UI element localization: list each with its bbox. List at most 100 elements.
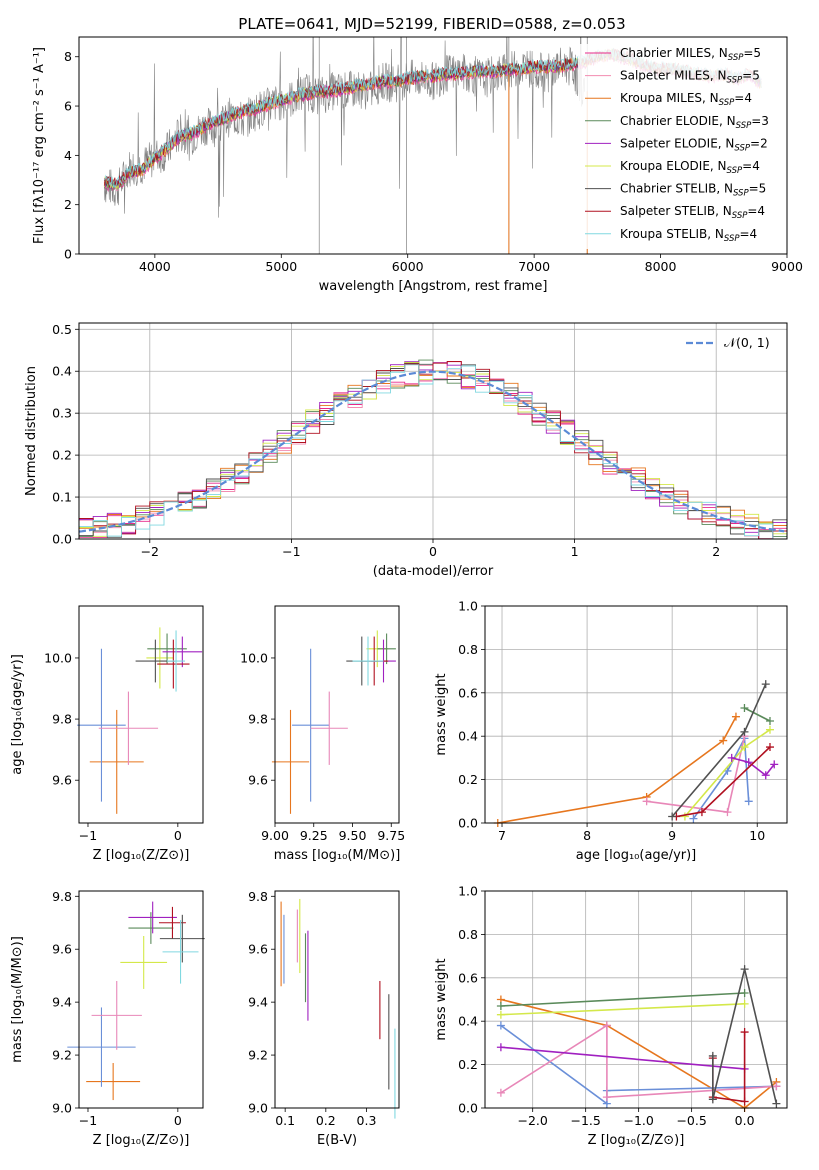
y-tick-label: 0.4: [458, 729, 478, 744]
x-tick-label: 0: [174, 828, 182, 843]
legend-entry: Salpeter MILES, NSSP=5: [620, 69, 760, 86]
y-tick-label: 0.2: [458, 1057, 478, 1072]
y-tick-label: 8: [64, 49, 72, 64]
y-tick-label: 0.3: [52, 406, 72, 421]
weight-marker: [496, 1043, 505, 1052]
data-point: [162, 920, 199, 984]
y-tick-label: 6: [64, 99, 72, 114]
weight-series: [500, 1003, 745, 1016]
x-tick-label: 7: [498, 828, 506, 843]
axes-frame: [484, 890, 788, 1109]
weight-marker: [740, 743, 749, 752]
plot-area: [496, 965, 781, 1112]
legend-entry: Salpeter ELODIE, NSSP=2: [620, 136, 768, 153]
y-tick-label: 9.8: [52, 712, 72, 727]
weight-marker: [668, 812, 677, 821]
legend-entry: Chabrier STELIB, NSSP=5: [620, 182, 766, 199]
data-point: [67, 1007, 136, 1087]
weight-marker: [740, 1028, 749, 1037]
panel-spectrum: 4000 5000 6000 7000 8000 9000 0 2 4 6 8 wavelength …: [32, 36, 803, 294]
y-tick-label: 9.4: [52, 995, 72, 1010]
y-tick-label: 0.5: [52, 322, 72, 337]
y-tick-label: 0.8: [458, 642, 478, 657]
weight-marker: [642, 797, 651, 806]
y-tick-label: 9.6: [248, 773, 268, 788]
panel-mass-weight-vs-age: 7 8 9 10 0.0 0.2 0.4 0.6 0.8 1.0 age [log₁₀(age/yr…: [434, 599, 788, 863]
legend: Chabrier MILES, NSSP=5 Salpeter MILES, NS…: [578, 44, 785, 249]
axes-frame: [274, 605, 400, 824]
y-tick-label: 9.6: [52, 942, 72, 957]
y-tick-label: 10.0: [44, 650, 72, 665]
data-point: [158, 906, 186, 939]
data-point: [159, 914, 205, 963]
data-point: [167, 630, 186, 692]
panel-mass-weight-vs-z: −2.0 −1.5 −1.0 −0.5 0.0 0.0 0.2 0.4 0.6 0.8 1.0 Z […: [434, 884, 788, 1148]
y-axis-label: mass weight: [434, 673, 449, 755]
legend-entry: Chabrier ELODIE, NSSP=3: [620, 114, 769, 131]
y-tick-label: 9.0: [248, 1101, 268, 1116]
y-tick-label: 0: [64, 247, 72, 262]
x-tick-label: 10: [749, 828, 765, 843]
weight-marker: [731, 712, 740, 721]
x-tick-label: 0.3: [357, 1113, 377, 1128]
weight-marker: [708, 1051, 717, 1060]
x-tick-label: 9000: [771, 259, 803, 274]
plot-area: [280, 898, 396, 1119]
x-tick-label: −2: [141, 544, 159, 559]
y-tick-label: 9.2: [52, 1048, 72, 1063]
weight-marker: [744, 797, 753, 806]
data-point: [128, 901, 177, 934]
x-tick-label: −1: [79, 828, 97, 843]
x-axis-label: age [log₁₀(age/yr)]: [576, 848, 697, 863]
data-point: [352, 636, 384, 686]
y-axis-label: mass weight: [434, 958, 449, 1040]
weight-marker: [697, 808, 706, 817]
x-axis-label: (data-model)/error: [373, 564, 494, 579]
y-tick-label: 9.6: [248, 942, 268, 957]
weight-series: [731, 757, 775, 777]
plot-area: [78, 359, 788, 540]
x-axis-label: Z [log₁₀(Z/Z⊙)]: [93, 848, 190, 863]
y-tick-label: 2: [64, 197, 72, 212]
y-axis-label: Flux [fλ10⁻¹⁷ erg cm⁻² s⁻¹ A⁻¹]: [32, 47, 47, 244]
weight-marker: [727, 753, 736, 762]
legend-entry: 𝒩(0, 1): [724, 335, 770, 350]
weight-marker: [765, 717, 774, 726]
y-tick-label: 4: [64, 148, 72, 163]
x-tick-label: 8000: [645, 259, 677, 274]
x-axis-label: mass [log₁₀(M/M⊙)]: [274, 848, 401, 863]
weight-marker: [765, 743, 774, 752]
normal-curve: [78, 370, 785, 533]
data-point: [271, 709, 310, 814]
y-tick-label: 0.2: [52, 448, 72, 463]
weight-marker: [602, 1093, 611, 1102]
weight-marker: [761, 771, 770, 780]
weight-marker: [772, 1099, 781, 1108]
x-tick-label: 7000: [518, 259, 550, 274]
y-tick-label: 9.8: [248, 889, 268, 904]
x-tick-label: 8: [583, 828, 591, 843]
legend-entry: Kroupa ELODIE, NSSP=4: [620, 159, 760, 176]
x-tick-label: 0.0: [735, 1113, 755, 1128]
x-tick-label: 9: [668, 828, 676, 843]
x-tick-label: 9.75: [377, 828, 405, 843]
plot-area: [271, 630, 396, 814]
data-point: [89, 709, 144, 814]
x-tick-label: 9.25: [300, 828, 328, 843]
weight-marker: [496, 1088, 505, 1097]
legend-entry: Kroupa STELIB, NSSP=4: [620, 227, 757, 244]
y-tick-label: 0.6: [458, 970, 478, 985]
x-axis-label: Z [log₁₀(Z/Z⊙)]: [588, 1133, 685, 1148]
data-point: [98, 691, 159, 765]
y-tick-label: 9.4: [248, 995, 268, 1010]
x-tick-label: 0.2: [316, 1113, 336, 1128]
weight-series: [500, 992, 745, 1007]
weight-series: [712, 968, 778, 1104]
x-tick-label: 6000: [392, 259, 424, 274]
y-tick-label: 1.0: [458, 599, 478, 614]
data-point: [292, 648, 330, 802]
weight-marker: [496, 1010, 505, 1019]
y-tick-label: 0.8: [458, 927, 478, 942]
y-tick-label: 9.6: [52, 773, 72, 788]
